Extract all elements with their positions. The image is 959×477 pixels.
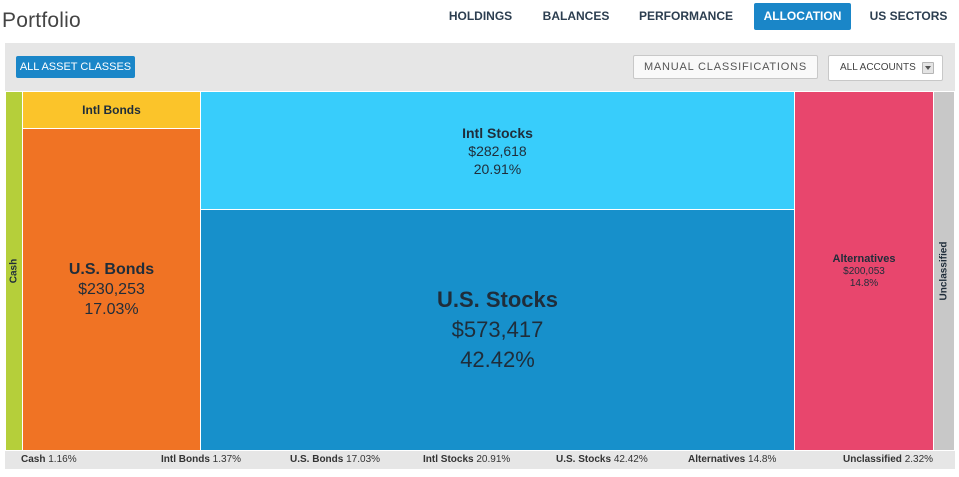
legend-item-intl-stocks: Intl Stocks 20.91% (423, 454, 510, 465)
accounts-select[interactable]: ALL ACCOUNTS (828, 55, 943, 81)
allocation-legend: Cash 1.16% Intl Bonds 1.37% U.S. Bonds 1… (5, 451, 955, 469)
tile-us-stocks-pct: 42.42% (460, 347, 535, 372)
tile-us-bonds[interactable]: U.S. Bonds $230,253 17.03% (22, 128, 201, 451)
tile-us-bonds-name: U.S. Bonds (68, 260, 155, 278)
tile-unclassified-name: Unclassified (938, 241, 950, 301)
legend-pct: 17.03% (346, 454, 381, 465)
legend-item-unclassified: Unclassified 2.32% (843, 454, 933, 465)
legend-pct: 42.42% (613, 454, 648, 465)
tile-us-stocks[interactable]: U.S. Stocks $573,417 42.42% (200, 209, 795, 451)
tab-allocation[interactable]: ALLOCATION (754, 3, 851, 30)
legend-name: Intl Stocks (423, 454, 474, 465)
tab-balances[interactable]: BALANCES (542, 9, 610, 23)
legend-name: Intl Bonds (161, 454, 210, 465)
tile-cash-name: Cash (8, 258, 20, 284)
tile-alternatives-value: $200,053 (843, 266, 885, 277)
legend-pct: 20.91% (476, 454, 511, 465)
legend-item-us-bonds: U.S. Bonds 17.03% (290, 454, 380, 465)
tile-alternatives[interactable]: Alternatives $200,053 14.8% (794, 91, 934, 451)
legend-name: Alternatives (688, 454, 746, 465)
legend-pct: 1.37% (212, 454, 242, 465)
tab-holdings[interactable]: HOLDINGS (448, 9, 513, 23)
legend-pct: 2.32% (904, 454, 934, 465)
legend-name: U.S. Bonds (290, 454, 344, 465)
manual-classifications-button[interactable]: MANUAL CLASSIFICATIONS (633, 55, 818, 79)
tile-alternatives-pct: 14.8% (849, 278, 879, 289)
tile-intl-bonds-name: Intl Bonds (82, 103, 141, 117)
legend-item-cash: Cash 1.16% (21, 454, 77, 465)
tile-us-bonds-value: $230,253 (78, 280, 145, 298)
all-asset-classes-button[interactable]: ALL ASSET CLASSES (16, 56, 135, 78)
legend-name: Unclassified (843, 454, 902, 465)
chevron-down-icon[interactable] (922, 62, 934, 74)
allocation-treemap: Cash Intl Bonds U.S. Bonds $230,253 17.0… (5, 91, 955, 451)
tile-intl-stocks[interactable]: Intl Stocks $282,618 20.91% (200, 91, 795, 210)
tile-cash[interactable]: Cash (5, 91, 23, 451)
allocation-toolbar: ALL ASSET CLASSES MANUAL CLASSIFICATIONS… (5, 43, 955, 91)
tab-us-sectors[interactable]: US SECTORS (869, 9, 948, 23)
tile-us-bonds-pct: 17.03% (84, 300, 139, 318)
legend-item-alternatives: Alternatives 14.8% (688, 454, 776, 465)
tile-intl-stocks-pct: 20.91% (473, 160, 522, 177)
tile-intl-stocks-value: $282,618 (468, 142, 527, 159)
tile-intl-stocks-name: Intl Stocks (462, 124, 533, 141)
accounts-select-value: ALL ACCOUNTS (840, 62, 916, 73)
legend-pct: 1.16% (48, 454, 77, 465)
legend-item-intl-bonds: Intl Bonds 1.37% (161, 454, 241, 465)
tile-us-stocks-value: $573,417 (451, 317, 544, 342)
legend-name: Cash (21, 454, 46, 465)
legend-name: U.S. Stocks (556, 454, 612, 465)
page-title: Portfolio (2, 9, 81, 32)
tile-unclassified[interactable]: Unclassified (933, 91, 955, 451)
tile-intl-bonds[interactable]: Intl Bonds (22, 91, 201, 129)
tab-performance[interactable]: PERFORMANCE (638, 9, 733, 23)
tile-alternatives-name: Alternatives (832, 253, 896, 265)
legend-item-us-stocks: U.S. Stocks 42.42% (556, 454, 648, 465)
section-nav: HOLDINGS BALANCES PERFORMANCE ALLOCATION… (0, 0, 959, 36)
legend-pct: 14.8% (748, 454, 777, 465)
tile-us-stocks-name: U.S. Stocks (436, 287, 559, 312)
